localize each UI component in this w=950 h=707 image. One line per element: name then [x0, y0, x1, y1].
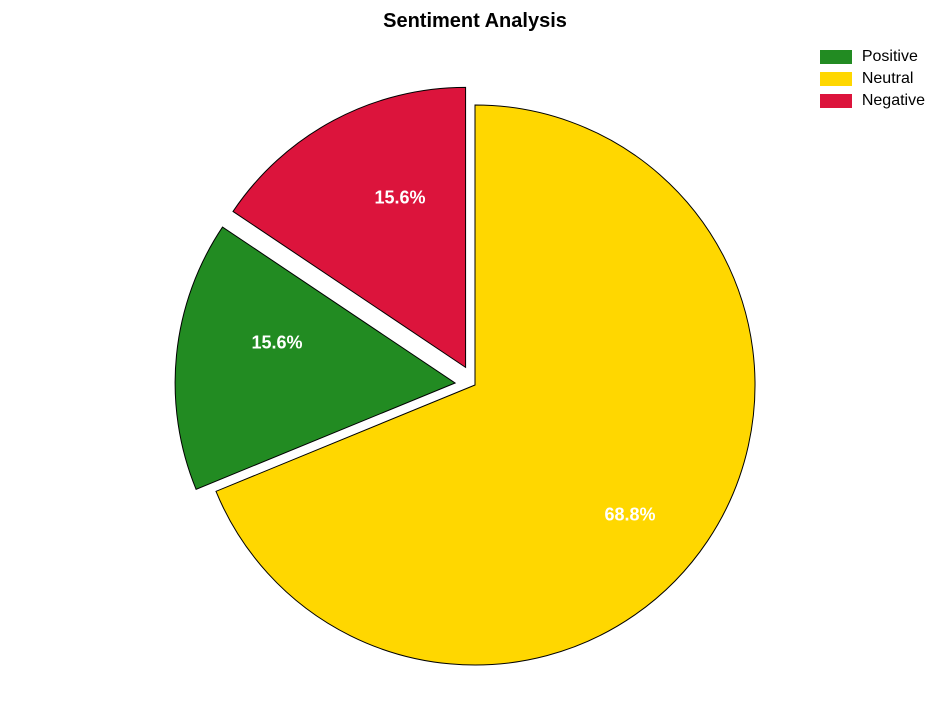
legend-label-neutral: Neutral	[862, 70, 914, 88]
legend-item-neutral: Neutral	[820, 70, 925, 88]
slice-label-negative: 15.6%	[374, 188, 425, 209]
legend-swatch-neutral	[820, 72, 852, 86]
pie-chart: 68.8% 15.6% 15.6%	[0, 40, 950, 660]
legend-label-positive: Positive	[862, 48, 918, 66]
pie-svg	[0, 40, 950, 702]
legend: Positive Neutral Negative	[820, 48, 925, 114]
slice-label-positive: 15.6%	[251, 333, 302, 354]
legend-label-negative: Negative	[862, 92, 925, 110]
legend-swatch-negative	[820, 94, 852, 108]
chart-title: Sentiment Analysis	[0, 10, 950, 33]
legend-item-negative: Negative	[820, 92, 925, 110]
slice-label-neutral: 68.8%	[604, 505, 655, 526]
legend-swatch-positive	[820, 50, 852, 64]
legend-item-positive: Positive	[820, 48, 925, 66]
